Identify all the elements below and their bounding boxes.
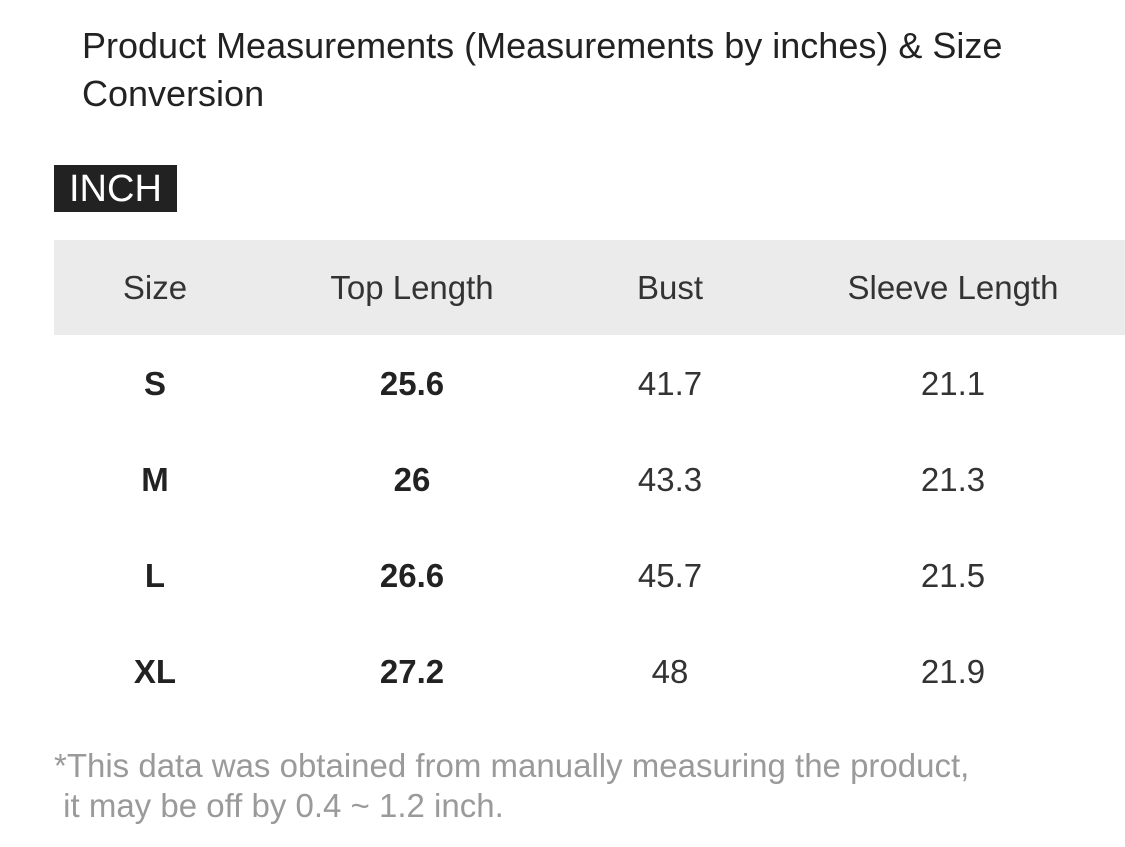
table-cell: 26 (393, 461, 431, 498)
unit-badge: INCH (54, 165, 177, 212)
table-cell: S (143, 365, 166, 402)
note-line: it may be off by 0.4 ~ 1.2 inch. (54, 787, 504, 824)
table-cell: 43.3 (637, 461, 703, 498)
table-cell: 21.1 (920, 365, 986, 402)
table-cell: 21.9 (920, 653, 986, 690)
table-cell: 21.3 (920, 461, 986, 498)
table-cell: 25.6 (379, 365, 445, 402)
table-cell: 26.6 (379, 557, 445, 594)
table-cell: L (144, 557, 166, 594)
table-cell: 45.7 (637, 557, 703, 594)
header-cell: Sleeve Length (847, 269, 1059, 306)
table-cell: 41.7 (637, 365, 703, 402)
table-cell: XL (133, 653, 177, 690)
table-cell: 48 (651, 653, 689, 690)
header-cell: Top Length (330, 269, 494, 306)
table-cell: 21.5 (920, 557, 986, 594)
table-header (54, 240, 1125, 335)
title: Product Measurements (Measurements by in… (82, 25, 1003, 114)
note-line: *This data was obtained from manually me… (54, 747, 970, 784)
table-cell: 27.2 (379, 653, 445, 690)
header-cell: Bust (636, 269, 704, 306)
table-cell: M (141, 461, 169, 498)
header-cell: Size (122, 269, 188, 306)
